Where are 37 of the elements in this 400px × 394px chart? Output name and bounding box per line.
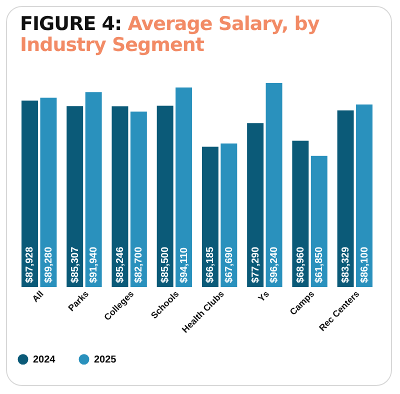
bar [247,123,264,287]
data-label: $67,690 [224,246,235,283]
data-label: $83,329 [340,246,352,283]
data-label: $86,100 [359,246,370,283]
data-label: $94,110 [178,246,190,283]
bar [85,92,102,287]
bar [356,104,372,287]
bar [310,156,328,287]
data-label: $96,240 [269,246,280,283]
bar [22,100,38,287]
data-label: $61,850 [314,246,326,283]
data-label: $82,700 [134,246,145,283]
legend-label: 2024 [33,354,56,366]
x-tick-label: Ys [256,288,272,304]
data-label: $85,307 [70,246,81,283]
data-label: $85,246 [114,246,126,283]
bar [292,140,309,287]
bar [220,143,238,287]
data-label: $89,280 [43,246,54,283]
chart-title: FIGURE 4: Average Salary, by Industry Segment [20,13,320,56]
data-label: $85,500 [160,246,172,283]
bar [337,110,354,287]
bar [156,106,174,287]
bar [130,112,147,287]
bar [66,106,84,287]
bar [176,87,192,287]
x-tick-label: All [30,288,46,304]
bar [202,146,218,287]
bar [40,98,57,287]
data-label: $68,960 [295,246,306,283]
bar [266,82,282,287]
legend-label: 2025 [94,354,117,366]
data-label: $87,928 [24,246,36,283]
data-label: $77,290 [250,246,262,283]
bar [112,106,128,287]
data-label: $91,940 [88,246,100,283]
data-label: $66,185 [205,246,216,283]
